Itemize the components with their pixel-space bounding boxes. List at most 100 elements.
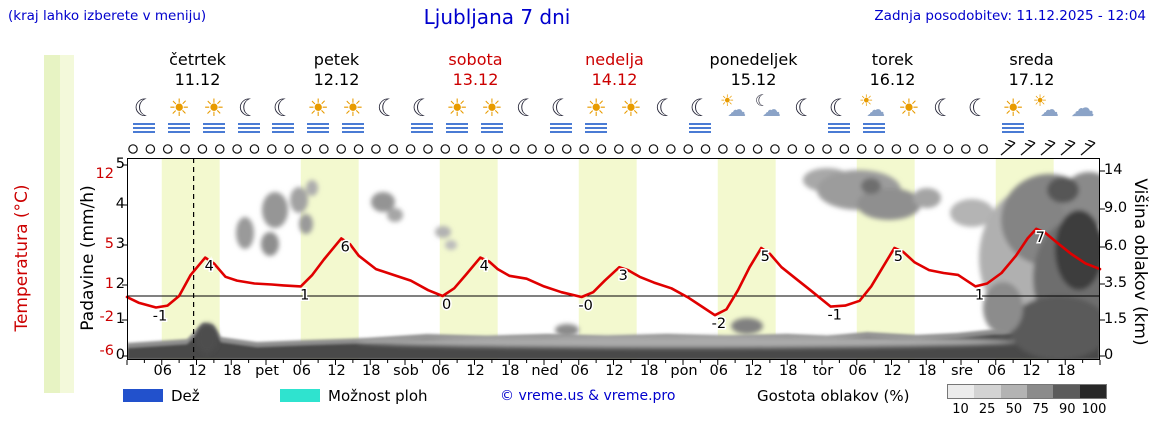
precipitation-tick-label: 1 [115,311,125,327]
fog-lines-icon [863,123,886,133]
day-name: nedelja [585,50,644,69]
day-date: 13.12 [452,70,499,89]
moon-icon: ☾ [822,95,856,137]
cloud-cover-circle [509,144,520,154]
cloud-icon: ☁ [1066,95,1100,137]
time-label: 18 [1057,363,1076,379]
moon-glyph: ☾ [967,94,990,122]
day-date: 17.12 [1008,70,1055,89]
cloud-cover-circle [232,144,242,154]
cloud-sun-icon: ☀ ☁ [1031,93,1065,137]
cloud-sun-icon: ☀ ☁ [718,93,752,137]
temperature-point-label: 7 [1036,230,1045,246]
temperature-point-label: 0 [442,297,451,313]
cloud-blob [435,226,451,238]
fog-lines-icon [272,123,295,133]
moon-icon: ☾ [961,95,995,137]
cloud-cover-circle [613,144,624,154]
cloud-cover-circle [683,144,693,154]
cloud-blob [950,199,994,227]
fog-lines-icon [446,123,469,133]
temperature-point-label: -1 [827,308,841,324]
daylight-band [439,158,498,360]
credit-link[interactable]: © vreme.us & vreme.pro [500,388,676,404]
sun-glyph: ☀ [203,94,225,122]
temperature-tick-label: -6 [99,343,114,359]
day-name: četrtek [169,50,226,69]
time-label: 18 [223,363,242,379]
density-tick-label: 25 [978,402,996,417]
meteogram-chart: -1 4 1 6 0 4 -0 3 -2 5 -1 5 1 7 [122,158,1105,365]
cloud-blob [1009,296,1100,360]
cloud-blob [299,214,313,234]
showers-legend-label: Možnost ploh [328,387,428,405]
sun-icon: ☀ [892,95,926,137]
cloud-blob [445,240,457,250]
cloud-cover-circle [787,144,798,154]
temperature-point-label: 6 [341,239,350,255]
cloud-cover-circle [214,144,225,154]
time-label: pon [670,363,698,379]
cloud-cover-circle [301,144,312,154]
cloud-blob [236,217,254,249]
sun-icon: ☀ [440,95,474,137]
cloud-cover-circle [145,144,156,154]
cloud-blob [262,192,288,228]
sun-icon: ☀ [996,95,1030,137]
day-date: 16.12 [869,70,916,89]
cloud-cover-circle [284,144,294,154]
wind-barb-icon [1060,140,1076,156]
day-date: 12.12 [313,70,360,89]
cloud-cover-circle [544,144,555,154]
moon-icon: ☾ [266,95,300,137]
temperature-point-label: -1 [153,309,167,325]
time-label: 06 [848,363,867,379]
left-scale-strip [44,55,60,393]
fog-lines-icon [202,123,225,133]
fog-lines-icon [1002,123,1025,133]
cloud-blob [357,336,1017,348]
cloud-cover-circle [648,144,659,154]
precipitation-tick-label: 5 [115,156,125,172]
precipitation-tick-label: 4 [115,196,125,212]
cloud-cover-circle [666,144,676,154]
time-label: 06 [431,363,450,379]
day-name: sreda [1009,50,1054,69]
wind-barb-icon [1020,140,1036,156]
cloud-cover-circle [527,144,537,154]
time-label: sre [950,363,974,379]
fog-lines-icon [689,123,712,133]
density-segment [1026,385,1054,398]
cloud-cover-circle [423,144,433,154]
density-tick-label: 90 [1059,402,1076,417]
temperature-point-label: 4 [480,259,489,275]
cloud-sun-icon: ☀ ☁ [857,93,891,137]
cloud-blob [857,188,921,220]
cloud-blob [1055,210,1100,290]
density-tick-label: 100 [1081,402,1107,417]
cloud-height-tick-label: 3.5 [1104,275,1128,291]
cloud-cover-circle [162,144,173,154]
sun-icon: ☀ [475,95,509,137]
sun-glyph: ☀ [620,94,642,122]
temperature-point-label: 5 [761,249,770,265]
cloud-blob [983,282,1023,334]
moon-glyph: ☾ [828,94,851,122]
cloud-cover-circle [926,144,936,154]
day-name: ponedeljek [709,50,798,69]
density-tick-label: 50 [1005,402,1023,417]
day-name: petek [313,50,360,69]
showers-legend-swatch [280,389,320,402]
fog-lines-icon [480,123,503,133]
cloud-cover-circle [180,144,190,154]
cloud-cover-circle [700,144,711,154]
density-tick-label: 10 [952,402,969,417]
fog-lines-icon [133,123,156,133]
moon-glyph: ☾ [515,94,538,122]
cloud-moon-glyph: ☾ ☁ [754,91,781,121]
cloud-blob [196,323,218,353]
rain-legend-swatch [123,389,163,402]
temperature-point-label: -2 [712,316,726,332]
time-label: 18 [501,363,520,379]
cloud-cover-circle [874,144,884,154]
